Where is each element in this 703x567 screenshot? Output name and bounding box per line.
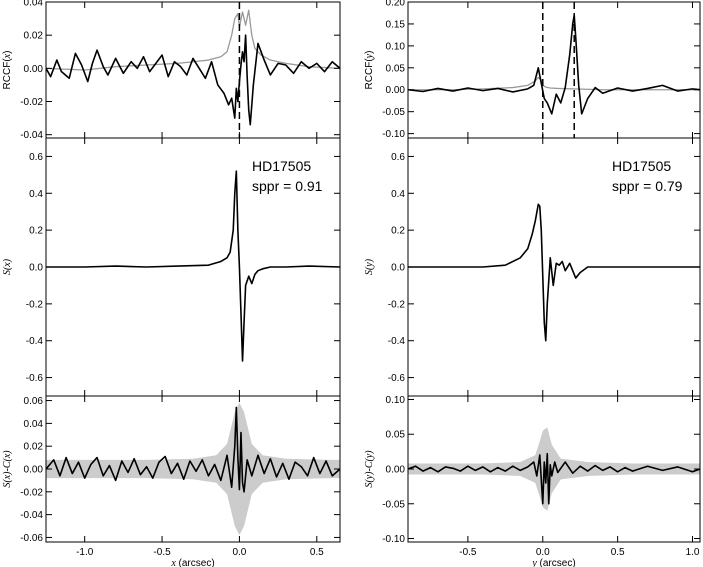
y-axis-label: RCCF(y) [364,51,375,90]
y-tick-label: -0.04 [20,510,43,521]
series-line-0 [408,452,700,505]
y-tick-label: -0.6 [388,373,406,384]
y-axis-label: S(x) [2,258,13,275]
x-tick-label: 0.5 [310,547,324,558]
y-tick-label: 0.4 [29,189,43,200]
y-tick-label: 0.02 [24,31,44,42]
y-tick-label: 0.2 [29,226,43,237]
x-tick-label: 0.0 [536,547,550,558]
plot-area [46,402,340,536]
panel-right-bottom: -0.10 -0.05 0.00 0.05 0.10 -0.5 0.0 0.5 1.0 S(y)-… [364,395,701,567]
y-tick-label: 0.04 [24,0,44,9]
x-tick-label: -0.5 [153,547,171,558]
y-tick-label: 0.00 [24,64,44,75]
y-tick-label: -0.10 [382,534,405,545]
y-tick-label: 0.0 [391,263,405,274]
x-tick-label: 0.5 [611,547,625,558]
y-tick-label: 0.6 [391,152,405,163]
y-tick-label: 0.20 [386,0,406,9]
y-tick-label: -0.05 [382,499,405,510]
y-tick-label: 0.00 [386,85,406,96]
y-tick-label: 0.0 [29,263,43,274]
y-tick-label: 0.4 [391,189,405,200]
panel-right-top: -0.10 -0.05 0.00 0.05 0.10 0.15 0.20 RCCF(y) [364,0,701,140]
y-tick-label: -0.2 [388,299,406,310]
y-tick-label: 0.6 [29,152,43,163]
x-tick-label: -0.5 [459,547,477,558]
y-tick-label: -0.02 [20,97,43,108]
star-name-annotation: HD17505 [612,158,671,174]
y-tick-label: -0.02 [20,487,43,498]
star-name-annotation: HD17505 [252,158,311,174]
sppr-annotation: sppr = 0.79 [612,178,683,194]
y-axis-label: S(x)-C(x) [2,450,13,488]
sppr-annotation: sppr = 0.91 [252,178,323,194]
series-line-1 [408,14,700,115]
y-tick-label: -0.4 [388,336,406,347]
panel-left-middle: -0.6 -0.4 -0.2 0.0 0.2 0.4 0.6 S(x) HD17505 sppr … [2,137,341,397]
y-tick-label: 0.10 [386,41,406,52]
y-tick-label: 0.2 [391,226,405,237]
plot-area [408,2,700,138]
series-line-0 [408,76,700,91]
y-tick-label: 0.10 [386,395,406,406]
y-tick-label: 0.00 [24,465,44,476]
x-tick-label: 0.0 [232,547,246,558]
series-line-0 [46,170,340,362]
y-tick-label: -0.06 [20,533,43,544]
x-axis-label: x (arcsec) [170,558,214,567]
y-tick-label: -0.4 [26,336,44,347]
y-tick-label: 0.06 [24,396,44,407]
y-axis-label: S(y)-C(y) [364,450,375,488]
x-tick-label: 1.0 [686,547,700,558]
y-tick-label: 0.15 [386,19,406,30]
series-line-0 [46,9,340,71]
plot-area [408,203,700,342]
y-tick-label: -0.6 [26,373,44,384]
y-tick-label: 0.04 [24,419,44,430]
x-axis-label: y (arcsec) [531,558,575,567]
panel-frame [407,1,701,139]
y-tick-label: -0.05 [382,107,405,118]
plot-area [46,2,340,138]
series-line-1 [46,34,340,126]
y-tick-label: 0.02 [24,442,44,453]
y-tick-label: -0.04 [20,130,43,141]
series-line-0 [408,203,700,342]
uncertainty-band [46,402,340,536]
y-tick-label: 0.00 [386,465,406,476]
panel-left-bottom: -0.06 -0.04 -0.02 0.00 0.02 0.04 0.06 -1.0 -0.5 0… [2,395,341,567]
plot-area [408,427,700,511]
y-tick-label: 0.05 [386,430,406,441]
y-tick-label: 0.05 [386,63,406,74]
y-tick-label: -0.2 [26,299,44,310]
y-tick-label: -0.10 [382,129,405,140]
panel-right-middle: -0.6 -0.4 -0.2 0.0 0.2 0.4 0.6 S(y) HD17505 sppr … [364,137,701,397]
panel-left-top: -0.04 -0.02 0.00 0.02 0.04 RCCF(x) [2,0,341,141]
plot-area [46,170,340,362]
series-line-0 [46,406,340,493]
x-tick-label: -1.0 [76,547,94,558]
y-axis-label: RCCF(x) [2,51,13,90]
y-axis-label: S(y) [364,258,375,275]
